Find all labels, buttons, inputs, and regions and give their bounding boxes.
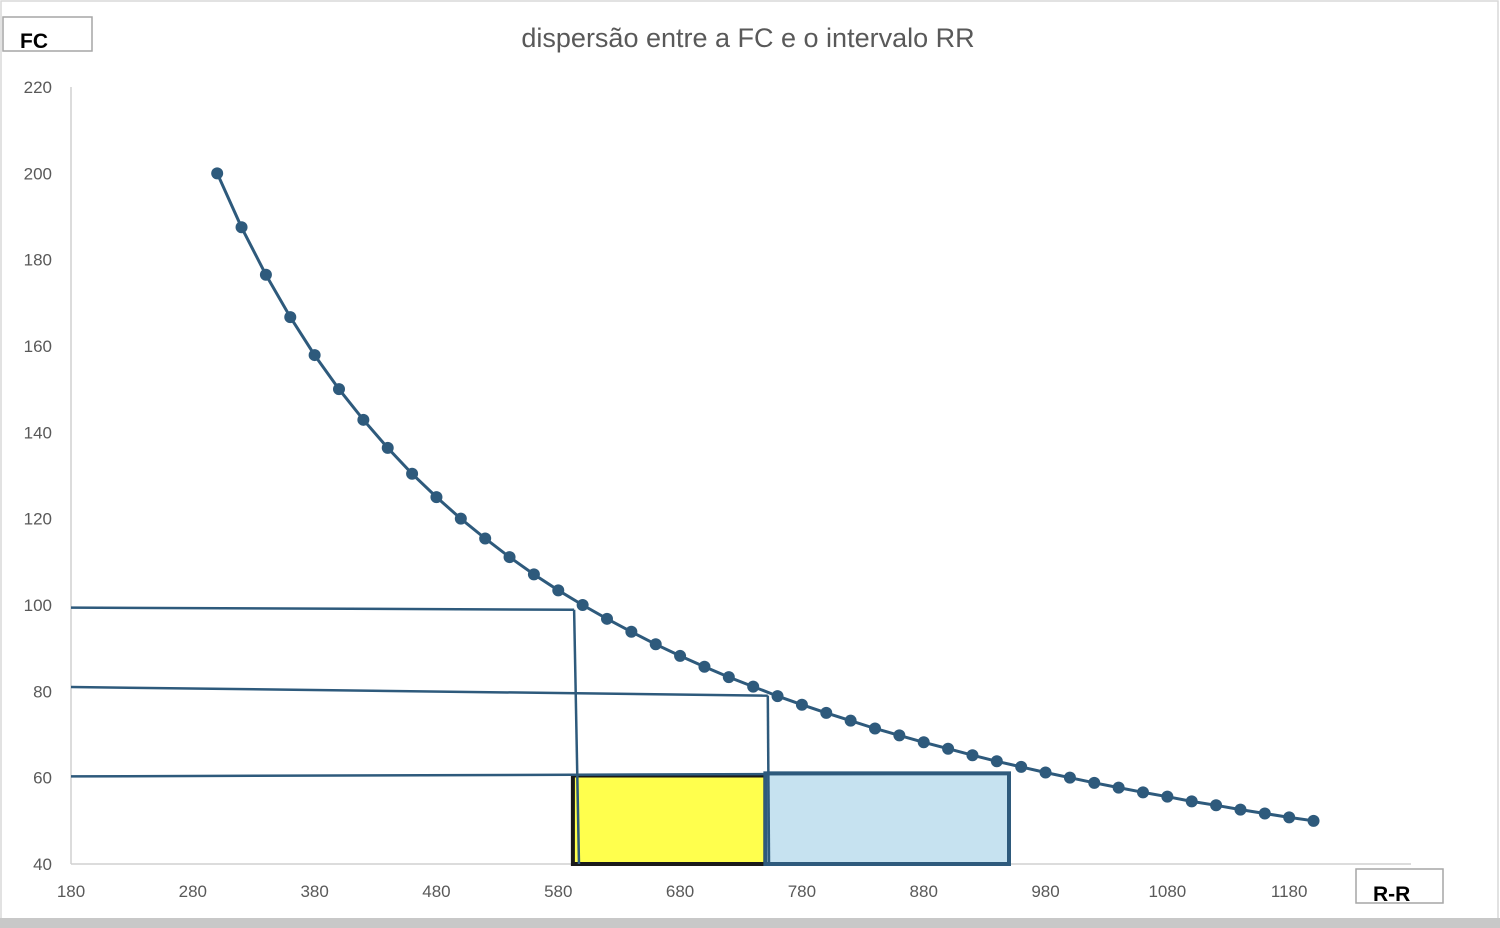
y-tick-label: 220 [24, 78, 52, 97]
x-tick-label: 880 [910, 882, 938, 901]
x-tick-labels: 180 280 380 480 580 680 780 880 980 1080 1180 [57, 882, 1308, 901]
x-tick-label: 180 [57, 882, 85, 901]
data-point [844, 714, 857, 727]
x-tick-label: 980 [1031, 882, 1059, 901]
guide-line [70, 685, 768, 697]
x-axis-label-box [1355, 868, 1444, 904]
data-point [211, 167, 224, 180]
data-point [479, 532, 492, 545]
x-tick-label: 780 [788, 882, 816, 901]
data-point [1307, 814, 1320, 827]
x-tick-label: 380 [300, 882, 328, 901]
y-tick-label: 40 [33, 855, 52, 874]
data-point [1063, 771, 1076, 784]
data-point [990, 755, 1003, 768]
data-point [454, 512, 467, 525]
data-point [308, 349, 321, 362]
data-point [820, 706, 833, 719]
y-axis-label-box [2, 16, 93, 52]
data-point [698, 660, 711, 673]
data-point [625, 625, 638, 638]
x-tick-label: 1080 [1148, 882, 1186, 901]
data-point [1258, 807, 1271, 820]
guide-line [70, 772, 1010, 778]
guide-line [70, 606, 575, 611]
y-tick-label: 200 [24, 164, 52, 183]
data-point [1185, 795, 1198, 808]
data-point [1039, 766, 1052, 779]
data-point [771, 690, 784, 703]
data-point [357, 413, 370, 426]
data-point [1210, 799, 1223, 812]
data-point [966, 749, 979, 762]
data-point [795, 698, 808, 711]
y-axis-label: FC [20, 30, 48, 53]
guide-line [766, 695, 771, 865]
data-point [1161, 790, 1174, 803]
guide-line [572, 609, 581, 865]
data-point [1234, 803, 1247, 816]
x-tick-label: 1180 [1271, 882, 1308, 901]
data-point [430, 491, 443, 504]
series-line [215, 172, 1314, 823]
data-point [917, 736, 930, 749]
y-tick-label: 60 [33, 769, 52, 788]
data-point [406, 467, 419, 480]
y-tick-label: 140 [24, 423, 52, 442]
data-point [1283, 811, 1296, 824]
x-tick-label: 280 [179, 882, 207, 901]
data-point [235, 221, 248, 234]
yellow-highlight-rect [570, 773, 768, 867]
data-point [722, 671, 735, 684]
data-point [284, 311, 297, 324]
data-point [869, 722, 881, 735]
y-tick-label: 120 [24, 510, 52, 529]
y-tick-label: 100 [24, 596, 52, 615]
data-point [1137, 786, 1149, 799]
data-point [552, 584, 565, 597]
data-point [527, 568, 540, 581]
guide-lines [70, 606, 1010, 865]
x-tick-label: 580 [544, 882, 572, 901]
data-point [893, 729, 906, 742]
data-point [942, 742, 955, 755]
data-series [211, 167, 1320, 827]
data-point [381, 441, 394, 454]
chart-title: dispersão entre a FC e o intervalo RR [521, 23, 974, 53]
y-tick-labels: 40 60 80 100 120 140 160 180 200 220 [24, 78, 52, 874]
data-point [674, 649, 687, 662]
data-point [1112, 781, 1125, 794]
data-point [1015, 760, 1028, 773]
y-tick-label: 180 [24, 251, 52, 270]
y-tick-label: 80 [33, 682, 52, 701]
data-point [1088, 776, 1101, 789]
data-point [649, 638, 662, 651]
x-axis-label: R-R [1373, 883, 1410, 906]
data-point [259, 268, 272, 281]
data-point [576, 599, 589, 611]
data-point [333, 383, 345, 396]
data-point [601, 612, 613, 625]
x-tick-label: 680 [666, 882, 694, 901]
data-point [747, 680, 760, 693]
highlight-rectangles [570, 771, 1012, 867]
x-tick-label: 480 [422, 882, 450, 901]
data-point [503, 551, 516, 564]
blue-highlight-rect [763, 771, 1012, 866]
y-tick-label: 160 [24, 337, 52, 356]
